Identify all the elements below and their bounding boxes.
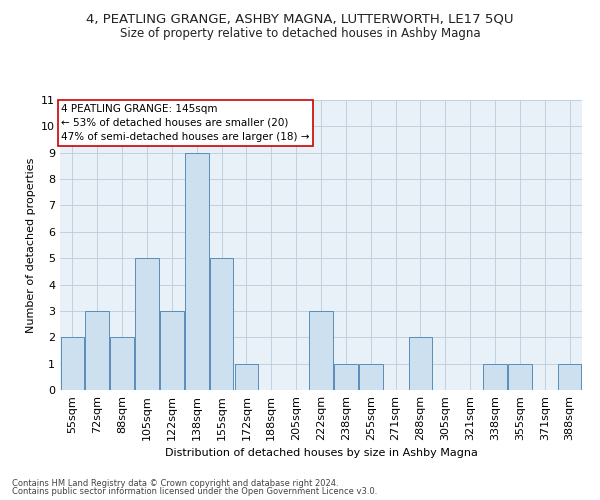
Bar — [160, 311, 184, 390]
Bar — [110, 338, 134, 390]
Bar — [508, 364, 532, 390]
Text: Size of property relative to detached houses in Ashby Magna: Size of property relative to detached ho… — [119, 28, 481, 40]
Bar — [483, 364, 507, 390]
Text: 4 PEATLING GRANGE: 145sqm
← 53% of detached houses are smaller (20)
47% of semi-: 4 PEATLING GRANGE: 145sqm ← 53% of detac… — [61, 104, 310, 142]
Text: Contains public sector information licensed under the Open Government Licence v3: Contains public sector information licen… — [12, 487, 377, 496]
Bar — [334, 364, 358, 390]
Text: 4, PEATLING GRANGE, ASHBY MAGNA, LUTTERWORTH, LE17 5QU: 4, PEATLING GRANGE, ASHBY MAGNA, LUTTERW… — [86, 12, 514, 26]
Bar — [409, 338, 432, 390]
Bar — [210, 258, 233, 390]
Bar — [309, 311, 333, 390]
Bar — [61, 338, 84, 390]
Bar — [85, 311, 109, 390]
Bar — [359, 364, 383, 390]
Bar — [185, 152, 209, 390]
Bar — [558, 364, 581, 390]
X-axis label: Distribution of detached houses by size in Ashby Magna: Distribution of detached houses by size … — [164, 448, 478, 458]
Bar — [135, 258, 159, 390]
Y-axis label: Number of detached properties: Number of detached properties — [26, 158, 35, 332]
Bar — [235, 364, 258, 390]
Text: Contains HM Land Registry data © Crown copyright and database right 2024.: Contains HM Land Registry data © Crown c… — [12, 478, 338, 488]
